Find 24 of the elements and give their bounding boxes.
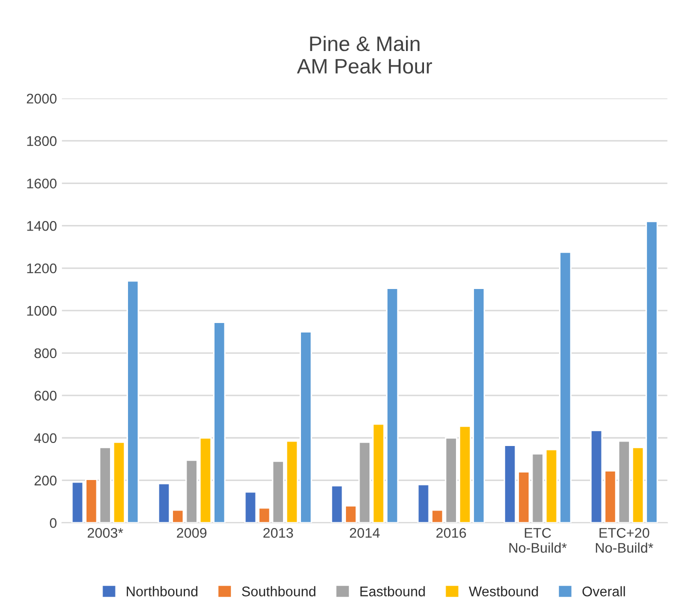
y-tick-label: 800 bbox=[34, 348, 57, 358]
legend-label: Eastbound bbox=[360, 586, 425, 596]
y-tick-label: 2000 bbox=[26, 94, 57, 104]
y-tick-label: 1000 bbox=[27, 306, 57, 316]
x-tick-label: 2014 bbox=[350, 528, 380, 538]
x-tick-label: ETC No-Build* bbox=[509, 528, 567, 553]
x-tick-label: 2016 bbox=[436, 528, 466, 538]
y-tick-label: 1400 bbox=[27, 221, 57, 231]
y-tick-label: 400 bbox=[34, 433, 57, 444]
x-tick-label: 2003* bbox=[88, 528, 124, 538]
legend-label: Northbound bbox=[126, 586, 198, 596]
x-tick-label: 2009 bbox=[176, 528, 206, 538]
y-tick-label: 1200 bbox=[27, 263, 57, 274]
x-tick-label: ETC+20 No-Build* bbox=[596, 528, 654, 553]
chart-title: Pine & Main AM Peak Hour bbox=[296, 36, 432, 74]
y-tick-label: 1600 bbox=[27, 178, 57, 188]
y-tick-label: 1800 bbox=[27, 136, 57, 146]
legend-label: Southbound bbox=[242, 586, 316, 596]
y-tick-label: 600 bbox=[34, 390, 57, 401]
legend-label: Westbound bbox=[468, 586, 538, 596]
y-tick-label: 0 bbox=[50, 518, 57, 528]
x-tick-label: 2013 bbox=[263, 528, 293, 538]
y-tick-label: 200 bbox=[34, 476, 57, 486]
legend-label: Overall bbox=[582, 586, 625, 596]
